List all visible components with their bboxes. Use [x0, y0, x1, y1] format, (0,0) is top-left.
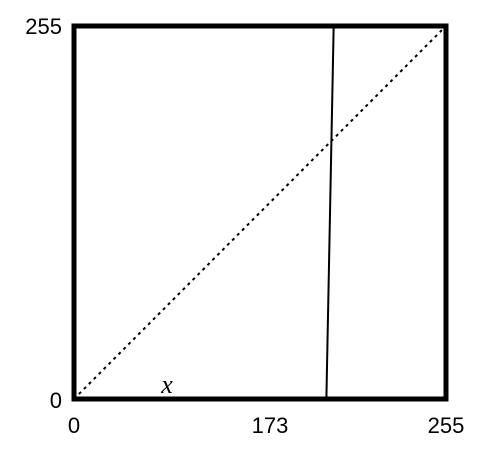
x-tick-label-255: 255 [428, 413, 465, 438]
marks-layer [73, 25, 447, 400]
y-tick-label-0: 0 [50, 388, 62, 413]
y-tick-label-255: 255 [25, 14, 62, 39]
plot-frame [71, 23, 449, 402]
x-tick-label-173: 173 [252, 413, 289, 438]
x-tick-label-0: 0 [68, 413, 80, 438]
annotation-x-label: x [160, 370, 173, 399]
identity-dotted-line [73, 25, 447, 400]
